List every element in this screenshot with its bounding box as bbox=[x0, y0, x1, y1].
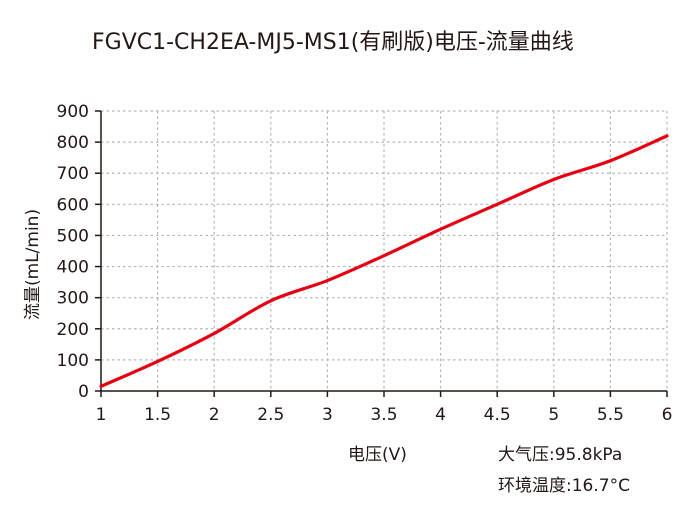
grid bbox=[101, 110, 668, 391]
annotation-pressure: 大气压:95.8kPa bbox=[498, 445, 622, 465]
x-tick-label: 1.5 bbox=[144, 405, 171, 425]
y-tick-label: 400 bbox=[57, 258, 89, 278]
y-tick-label: 300 bbox=[57, 289, 89, 309]
x-axis-label: 电压(V) bbox=[348, 445, 407, 465]
y-tick-label: 500 bbox=[57, 226, 89, 246]
x-tick-label: 2.5 bbox=[257, 405, 284, 425]
y-axis-label: 流量(mL/min) bbox=[23, 209, 43, 320]
series-layer bbox=[99, 134, 669, 388]
y-tick-label: 200 bbox=[57, 320, 89, 340]
annotation-temperature: 环境温度:16.7°C bbox=[498, 476, 630, 496]
y-tick-label: 100 bbox=[57, 351, 89, 371]
y-tick-label: 900 bbox=[57, 102, 89, 122]
x-tick-label: 6 bbox=[662, 405, 673, 425]
tick-labels: 1 1.5 2 2.5 3 3.5 4 4.5 5 5.5 6 0 100 200 300 400 500 600… bbox=[57, 102, 673, 425]
x-tick-label: 4.5 bbox=[484, 405, 511, 425]
series-line-0 bbox=[99, 134, 669, 388]
x-tick-label: 5 bbox=[548, 405, 559, 425]
x-tick-label: 2 bbox=[209, 405, 220, 425]
y-tick-label: 700 bbox=[57, 164, 89, 184]
x-tick-label: 5.5 bbox=[597, 405, 624, 425]
y-tick-label: 0 bbox=[78, 382, 89, 402]
y-tick-label: 800 bbox=[57, 133, 89, 153]
axes bbox=[95, 110, 668, 397]
x-tick-label: 3 bbox=[322, 405, 333, 425]
x-tick-label: 1 bbox=[96, 405, 107, 425]
x-tick-label: 3.5 bbox=[370, 405, 397, 425]
chart-title: FGVC1-CH2EA-MJ5-MS1(有刷版)电压-流量曲线 bbox=[92, 30, 574, 55]
y-tick-label: 600 bbox=[57, 195, 89, 215]
x-tick-label: 4 bbox=[435, 405, 446, 425]
